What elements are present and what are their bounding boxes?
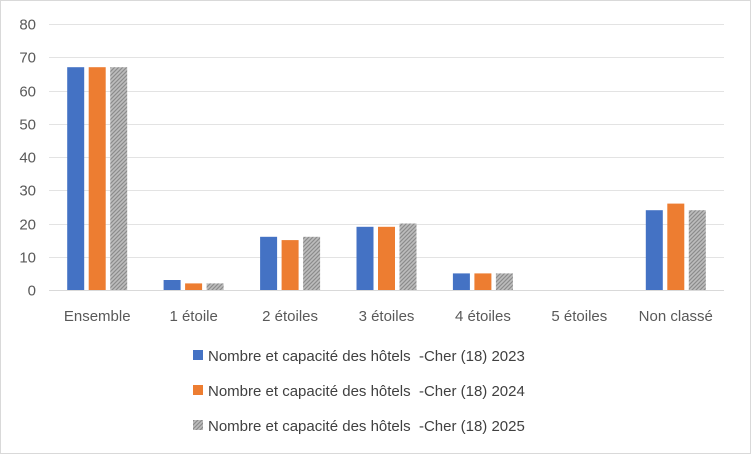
legend-item: Nombre et capacité des hôtels -Cher (18)…	[193, 418, 525, 435]
bar-1-6	[645, 210, 663, 290]
bar-3-0	[110, 67, 128, 290]
x-tick-label: 3 étoiles	[359, 308, 415, 325]
x-tick-label: 4 étoiles	[455, 308, 511, 325]
bar-3-4	[495, 273, 513, 290]
x-axis-labels: Ensemble 1 étoile 2 étoiles 3 étoiles 4 étoi…	[64, 308, 713, 325]
legend-item: Nombre et capacité des hôtels -Cher (18)…	[193, 383, 525, 400]
x-tick-label: 1 étoile	[169, 308, 217, 325]
y-tick-label: 50	[19, 117, 36, 134]
y-tick-label: 20	[19, 217, 36, 234]
legend-label: Nombre et capacité des hôtels -Cher (18)…	[208, 418, 525, 435]
bar-2-2	[281, 240, 299, 290]
legend-label: Nombre et capacité des hôtels -Cher (18)…	[208, 383, 525, 400]
y-tick-label: 70	[19, 50, 36, 67]
bars	[67, 67, 706, 290]
y-tick-label: 10	[19, 250, 36, 267]
legend-item: Nombre et capacité des hôtels -Cher (18)…	[193, 348, 525, 365]
bar-2-6	[667, 203, 685, 290]
bar-1-1	[163, 280, 181, 290]
bar-2-3	[378, 226, 395, 290]
y-tick-label: 40	[19, 150, 36, 167]
bar-1-3	[356, 226, 374, 290]
legend: Nombre et capacité des hôtels -Cher (18)…	[193, 348, 525, 435]
gridlines	[49, 24, 724, 291]
bar-2-0	[88, 67, 106, 290]
x-tick-label: 5 étoiles	[551, 308, 607, 325]
y-tick-label: 0	[28, 283, 36, 300]
x-tick-label: Non classé	[639, 308, 713, 325]
y-tick-label: 80	[19, 17, 36, 34]
bar-3-1	[206, 283, 224, 290]
legend-label: Nombre et capacité des hôtels -Cher (18)…	[208, 348, 525, 365]
y-tick-label: 30	[19, 183, 36, 200]
y-axis-labels: 0 10 20 30 40 50 60 70 80	[19, 17, 36, 300]
bar-3-2	[303, 236, 321, 290]
bar-3-6	[688, 210, 706, 290]
x-tick-label: 2 étoiles	[262, 308, 318, 325]
bar-1-0	[67, 67, 85, 290]
x-tick-label: Ensemble	[64, 308, 131, 325]
bar-3-3	[399, 223, 417, 290]
bar-2-1	[185, 283, 203, 290]
bar-2-4	[474, 273, 492, 290]
y-tick-label: 60	[19, 84, 36, 101]
legend-swatch	[193, 385, 203, 395]
legend-swatch	[193, 420, 203, 430]
bar-1-2	[260, 236, 278, 290]
bar-1-4	[452, 273, 470, 290]
legend-swatch	[193, 350, 203, 360]
